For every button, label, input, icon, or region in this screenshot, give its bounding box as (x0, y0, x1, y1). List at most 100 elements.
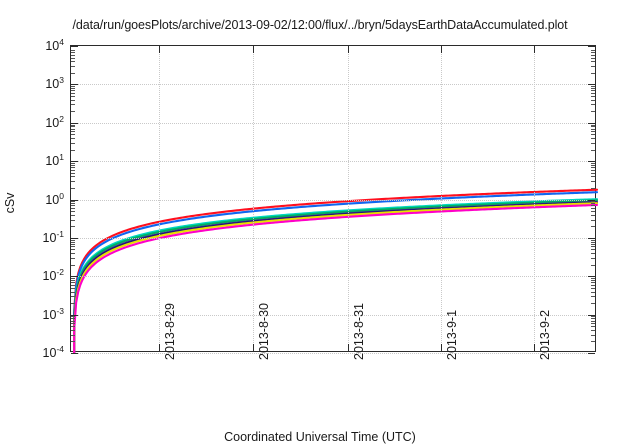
y-axis-minor-tick (591, 249, 595, 251)
y-axis-tick-label: 10-4 (42, 343, 64, 361)
y-axis-minor-tick (591, 181, 595, 183)
y-axis-minor-tick (71, 211, 75, 213)
y-axis-minor-tick (591, 88, 595, 90)
y-axis-tick (71, 84, 78, 86)
y-axis-minor-tick (71, 92, 75, 94)
y-gridline (71, 161, 595, 163)
y-axis-minor-tick (591, 176, 595, 178)
y-axis-minor-tick (591, 138, 595, 140)
y-gridline (71, 237, 595, 239)
x-gridline (533, 46, 535, 351)
y-axis-minor-tick (71, 176, 75, 178)
curve-series-8 (73, 203, 599, 355)
y-axis-minor-tick (71, 287, 75, 289)
y-axis-minor-tick (71, 99, 75, 101)
y-axis-minor-tick (71, 201, 75, 203)
y-axis-minor-tick (591, 201, 595, 203)
y-axis-minor-tick (71, 264, 75, 266)
y-axis-minor-tick (591, 167, 595, 169)
y-axis-minor-tick (591, 203, 595, 205)
y-axis-minor-tick (591, 86, 595, 88)
y-axis-minor-tick (71, 296, 75, 298)
y-axis-minor-tick (71, 95, 75, 97)
y-axis-minor-tick (591, 131, 595, 133)
curve-series-5 (73, 200, 599, 355)
y-axis-tick-right (588, 353, 595, 354)
y-axis-minor-tick (591, 318, 595, 320)
y-gridline (71, 84, 595, 86)
y-axis-minor-tick (591, 334, 595, 336)
y-axis-minor-tick (591, 264, 595, 266)
y-axis-minor-tick (591, 104, 595, 106)
y-axis-minor-tick (71, 323, 75, 325)
y-axis-minor-tick (71, 104, 75, 106)
y-axis-minor-tick (71, 57, 75, 59)
y-axis-minor-tick (591, 282, 595, 284)
y-axis-minor-tick (591, 323, 595, 325)
y-axis-minor-tick (71, 214, 75, 216)
y-axis-minor-tick (71, 131, 75, 133)
y-axis-minor-tick (591, 341, 595, 343)
y-axis-minor-tick (591, 219, 595, 221)
y-axis-minor-tick (591, 124, 595, 126)
y-axis-tick-label: 10-3 (42, 305, 64, 322)
y-axis-minor-tick (591, 169, 595, 171)
y-axis-minor-tick (591, 51, 595, 53)
y-axis-minor-tick (591, 99, 595, 101)
y-axis-tick-right (588, 276, 595, 278)
y-axis-minor-tick (591, 291, 595, 293)
y-axis-minor-tick (591, 246, 595, 248)
y-axis-minor-tick (591, 320, 595, 322)
y-axis-minor-tick (71, 326, 75, 328)
x-axis-tick (158, 344, 160, 351)
x-axis-tick-label: 2013-9-1 (444, 309, 459, 360)
y-axis-minor-tick (591, 243, 595, 245)
y-axis-tick-label: 102 (45, 113, 64, 130)
y-axis-minor-tick (591, 111, 595, 113)
y-axis-minor-tick (591, 208, 595, 209)
y-axis-minor-tick (71, 162, 75, 164)
x-axis-tick-label: 2013-8-31 (351, 303, 366, 360)
y-axis-minor-tick (71, 226, 75, 228)
y-axis-minor-tick (591, 49, 595, 51)
y-axis-tick-right (588, 122, 595, 124)
y-axis-minor-tick (71, 205, 75, 207)
x-axis-tick-label: 2013-9-2 (537, 309, 552, 360)
y-axis-minor-tick (591, 128, 595, 130)
y-axis-tick-right (588, 46, 595, 47)
y-axis-minor-tick (591, 61, 595, 63)
y-axis-minor-tick (71, 219, 75, 221)
y-axis-minor-tick (591, 239, 595, 241)
x-axis-tick (347, 344, 349, 351)
y-gridline (71, 314, 595, 316)
y-axis-minor-tick (71, 253, 75, 255)
y-axis-minor-tick (591, 329, 595, 331)
y-axis-minor-tick (591, 278, 595, 279)
y-axis-minor-tick (71, 124, 75, 126)
x-axis-tick-top (533, 46, 535, 53)
y-axis-minor-tick (71, 239, 75, 241)
y-axis-tick (71, 122, 78, 124)
y-axis-minor-tick (591, 90, 595, 92)
y-axis-minor-tick (591, 296, 595, 298)
y-gridline (71, 122, 595, 124)
y-axis-minor-tick (71, 86, 75, 88)
y-axis-minor-tick (71, 54, 75, 56)
y-axis-tick-right (588, 314, 595, 316)
y-axis-minor-tick (71, 203, 75, 205)
y-axis-minor-tick (591, 303, 595, 305)
y-axis-minor-tick (71, 167, 75, 169)
y-axis-tick (71, 161, 78, 163)
y-axis-minor-tick (591, 226, 595, 228)
y-axis-tick-right (588, 237, 595, 239)
y-axis-minor-tick (71, 278, 75, 279)
y-axis-minor-tick (591, 214, 595, 216)
y-axis-minor-tick (591, 92, 595, 94)
y-axis-tick-label: 101 (45, 152, 64, 169)
y-axis-minor-tick (71, 241, 75, 243)
x-axis-tick (440, 344, 442, 351)
y-axis-minor-tick (591, 172, 595, 174)
y-axis-minor-tick (71, 187, 75, 189)
y-axis-tick-right (588, 161, 595, 163)
y-axis-minor-tick (71, 249, 75, 251)
